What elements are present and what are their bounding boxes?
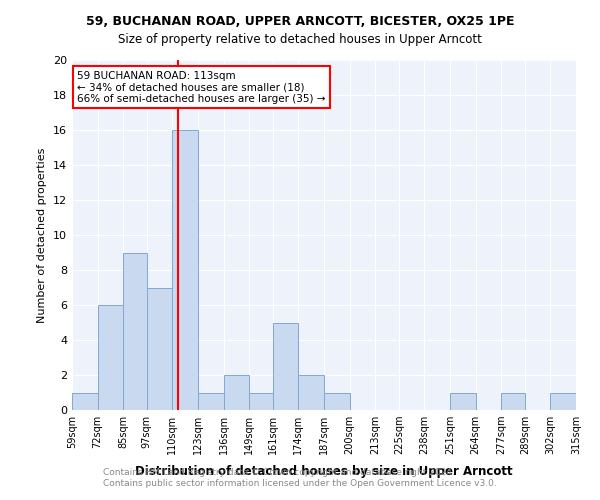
Bar <box>72 392 98 410</box>
Bar <box>224 375 249 410</box>
Bar <box>123 252 147 410</box>
Text: Size of property relative to detached houses in Upper Arncott: Size of property relative to detached ho… <box>118 32 482 46</box>
Bar <box>324 392 350 410</box>
Bar <box>450 392 476 410</box>
Bar <box>501 392 525 410</box>
Text: 59, BUCHANAN ROAD, UPPER ARNCOTT, BICESTER, OX25 1PE: 59, BUCHANAN ROAD, UPPER ARNCOTT, BICEST… <box>86 15 514 28</box>
Text: 59 BUCHANAN ROAD: 113sqm
← 34% of detached houses are smaller (18)
66% of semi-d: 59 BUCHANAN ROAD: 113sqm ← 34% of detach… <box>77 70 326 104</box>
Bar <box>172 130 198 410</box>
Text: Contains HM Land Registry data © Crown copyright and database right 2024.
Contai: Contains HM Land Registry data © Crown c… <box>103 468 497 487</box>
Bar <box>198 392 224 410</box>
Bar <box>98 305 123 410</box>
Y-axis label: Number of detached properties: Number of detached properties <box>37 148 47 322</box>
Bar <box>249 392 273 410</box>
Bar <box>273 322 298 410</box>
Bar <box>298 375 324 410</box>
Bar <box>550 392 576 410</box>
Bar <box>147 288 172 410</box>
X-axis label: Distribution of detached houses by size in Upper Arncott: Distribution of detached houses by size … <box>135 466 513 478</box>
